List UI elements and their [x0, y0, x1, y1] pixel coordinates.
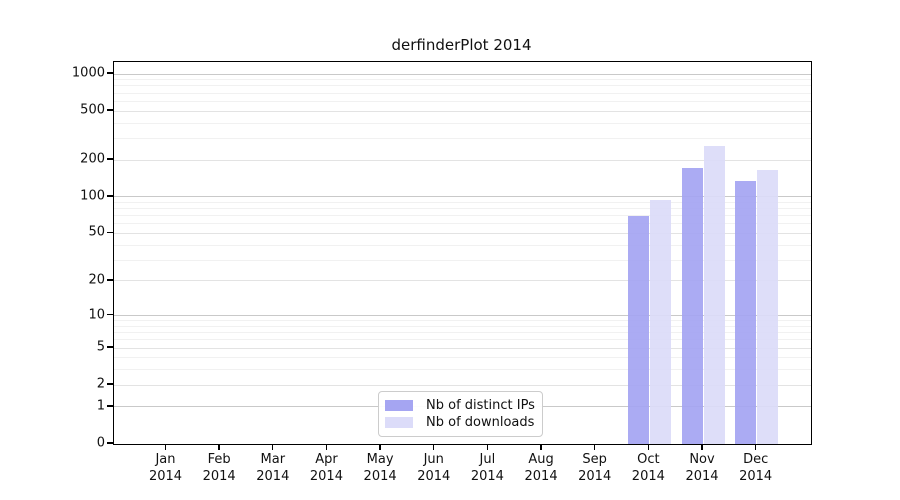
gridline-major — [114, 315, 811, 317]
legend-item-distinct-ips: Nb of distinct IPs — [385, 397, 535, 414]
x-tick-label-jul: Jul 2014 — [470, 452, 504, 484]
gridline-major — [114, 196, 811, 198]
gridline-major — [114, 73, 811, 75]
gridline-minor — [114, 122, 811, 124]
x-tick-label-jan: Jan 2014 — [148, 452, 183, 484]
y-tick-mark — [107, 313, 113, 316]
bar-dec-downloads — [757, 169, 779, 444]
y-tick-mark — [107, 231, 113, 234]
gridline-minor — [114, 320, 811, 322]
gridline-minor — [114, 79, 811, 81]
y-tick-mark — [107, 109, 113, 111]
y-tick-mark — [107, 405, 113, 407]
x-tick-mark — [647, 444, 650, 450]
x-tick-mark — [754, 444, 757, 450]
x-tick-mark — [218, 444, 220, 450]
x-tick-label-feb: Feb 2014 — [202, 452, 236, 484]
bar-oct-distinct-ips — [627, 215, 649, 444]
y-tick-label: 200 — [80, 151, 105, 167]
y-tick-mark — [107, 195, 113, 197]
gridline-minor — [114, 92, 811, 94]
bar-nov-downloads — [703, 146, 725, 444]
gridline-minor — [114, 369, 811, 371]
y-tick-label: 1000 — [71, 65, 105, 81]
gridline-minor — [114, 244, 811, 246]
y-tick-label: 100 — [80, 188, 105, 204]
x-tick-label-jun: Jun 2014 — [417, 452, 451, 484]
y-tick-label: 50 — [88, 224, 105, 240]
bar-nov-distinct-ips — [681, 168, 703, 444]
gridline-minor — [114, 332, 811, 334]
x-tick-mark — [540, 444, 542, 450]
gridline-mid — [114, 159, 811, 161]
gridline-mid — [114, 280, 811, 282]
gridline-minor — [114, 201, 811, 203]
bar-dec-distinct-ips — [735, 180, 757, 444]
x-tick-label-sep: Sep 2014 — [578, 452, 612, 484]
y-tick-label: 2 — [96, 376, 105, 392]
x-tick-label-dec: Dec 2014 — [739, 452, 773, 484]
x-tick-label-aug: Aug 2014 — [524, 452, 558, 484]
gridline-minor — [114, 357, 811, 359]
y-tick-mark — [107, 383, 113, 385]
x-tick-label-oct: Oct 2014 — [631, 452, 665, 484]
gridline-minor — [114, 100, 811, 102]
y-tick-mark — [107, 72, 113, 74]
x-tick-mark — [433, 444, 435, 450]
x-tick-mark — [164, 444, 167, 450]
legend-swatch-distinct-ips — [385, 400, 413, 411]
gridline-minor — [114, 137, 811, 139]
chart-title: derfinderPlot 2014 — [391, 36, 532, 54]
gridline-mid — [114, 232, 811, 234]
x-tick-mark — [379, 444, 381, 450]
gridline-minor — [114, 339, 811, 341]
x-tick-mark — [486, 444, 489, 450]
x-tick-label-may: May 2014 — [363, 452, 397, 484]
x-tick-mark — [594, 444, 596, 450]
gridline-minor — [114, 223, 811, 225]
plot-area — [113, 61, 812, 445]
x-tick-mark — [701, 444, 703, 450]
x-tick-label-apr: Apr 2014 — [309, 452, 343, 484]
gridline-mid — [114, 384, 811, 386]
gridline-minor — [114, 85, 811, 87]
y-tick-label: 10 — [88, 307, 105, 323]
y-tick-label: 0 — [96, 435, 105, 451]
y-tick-label: 20 — [88, 272, 105, 288]
gridline-mid — [114, 347, 811, 349]
x-tick-label-nov: Nov 2014 — [685, 452, 719, 484]
gridline-minor — [114, 259, 811, 261]
legend-label-downloads: Nb of downloads — [426, 415, 535, 430]
y-tick-label: 1 — [96, 398, 105, 414]
y-tick-label: 5 — [96, 339, 105, 355]
y-tick-mark — [107, 346, 113, 348]
gridline-minor — [114, 215, 811, 217]
bar-oct-downloads — [649, 200, 671, 444]
legend-item-downloads: Nb of downloads — [385, 414, 534, 431]
y-tick-label: 500 — [80, 102, 105, 118]
legend-swatch-downloads — [385, 417, 413, 428]
x-tick-mark — [325, 444, 328, 450]
gridline-minor — [114, 325, 811, 327]
y-tick-mark — [107, 442, 113, 444]
legend-label-distinct-ips: Nb of distinct IPs — [426, 398, 535, 413]
gridline-minor — [114, 208, 811, 210]
legend: Nb of distinct IPs Nb of downloads — [378, 391, 543, 437]
x-tick-mark — [272, 444, 274, 450]
y-tick-mark — [107, 279, 113, 281]
gridline-mid — [114, 110, 811, 112]
y-tick-mark — [107, 158, 113, 160]
x-tick-label-mar: Mar 2014 — [256, 452, 290, 484]
